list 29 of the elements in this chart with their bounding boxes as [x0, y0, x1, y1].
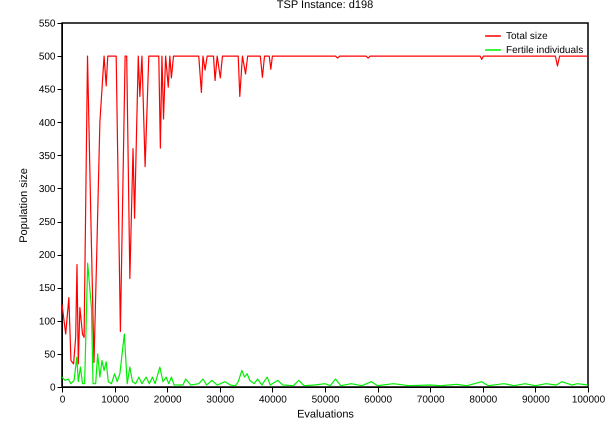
y-tick-label: 550	[38, 18, 56, 30]
x-tick-label: 40000	[258, 394, 288, 406]
x-tick-label: 30000	[206, 394, 235, 406]
x-tick-label: 0	[60, 394, 66, 406]
y-tick-label: 150	[38, 283, 56, 294]
chart-title: TSP Instance: d198	[276, 0, 374, 11]
x-tick-label: 20000	[154, 394, 182, 406]
y-tick-label: 50	[44, 349, 56, 360]
x-tick-label: 100000	[572, 394, 606, 406]
y-tick-label: 100	[38, 316, 56, 328]
x-tick-label: 80000	[469, 394, 498, 406]
y-tick-label: 450	[38, 84, 56, 96]
y-tick-label: 0	[50, 382, 56, 394]
y-tick-label: 250	[38, 217, 56, 228]
y-tick-label: 500	[38, 52, 56, 63]
legend-label: Fertile individuals	[506, 45, 584, 56]
y-tick-label: 200	[38, 250, 56, 262]
line-series	[62, 55, 588, 364]
x-tick-label: 50000	[312, 394, 340, 406]
x-axis-title: Evaluations	[297, 408, 354, 420]
y-axis-title: Population size	[18, 168, 30, 243]
x-tick-label: 90000	[522, 394, 550, 406]
x-tick-label: 10000	[101, 394, 130, 406]
y-tick-label: 350	[38, 150, 56, 162]
x-tick-label: 70000	[416, 394, 446, 406]
legend-label: Total size	[506, 31, 548, 42]
y-tick-label: 400	[38, 118, 56, 129]
x-tick-label: 60000	[364, 394, 392, 406]
y-tick-label: 300	[38, 184, 56, 195]
